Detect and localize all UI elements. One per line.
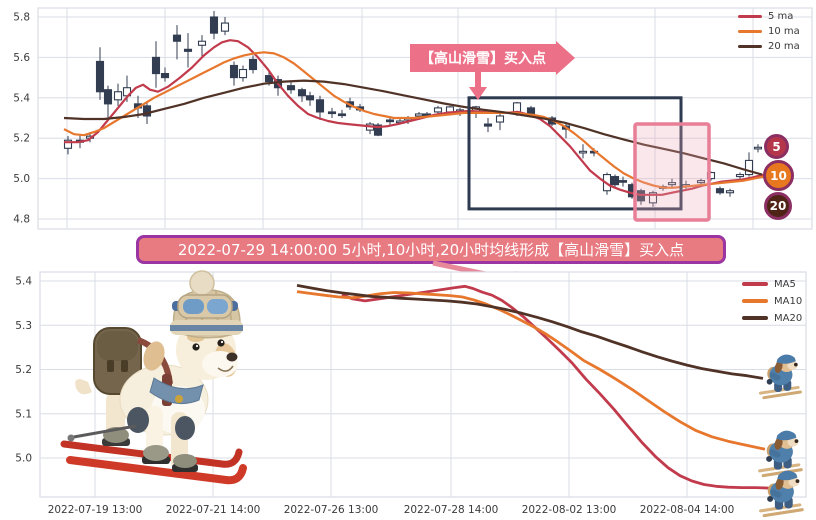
svg-text:5.6: 5.6 — [13, 52, 30, 64]
svg-text:5.3: 5.3 — [15, 320, 32, 332]
legend-item-ma20: MA20 — [742, 311, 802, 325]
svg-text:5.0: 5.0 — [15, 453, 32, 465]
ma20-line-swatch — [738, 44, 762, 48]
badge-label: 20 — [769, 199, 787, 213]
signal-banner-text: 2022-07-29 14:00:00 5小时,10小时,20小时均线形成【高山… — [177, 241, 685, 259]
legend-label: 5 ma — [768, 10, 794, 22]
badge-ma5: 5 — [764, 134, 789, 159]
svg-text:5.2: 5.2 — [13, 133, 30, 145]
svg-text:5.0: 5.0 — [13, 173, 30, 185]
legend-item-20ma: 20 ma — [738, 39, 800, 53]
legend-label: MA10 — [774, 295, 803, 307]
svg-text:4.8: 4.8 — [13, 214, 30, 226]
legend-label: MA5 — [774, 278, 796, 290]
callout-right-arrow-icon — [556, 41, 575, 75]
top-candlestick-chart: 5.8 5.6 5.4 5.2 5.0 4.8 — [13, 7, 813, 230]
svg-text:5.4: 5.4 — [15, 276, 32, 288]
legend-label: MA20 — [774, 312, 803, 324]
bottom-chart-legend: MA5 MA10 MA20 — [742, 277, 802, 325]
svg-text:2022-07-28 14:00: 2022-07-28 14:00 — [404, 504, 499, 516]
badge-ma20: 20 — [764, 192, 792, 220]
svg-text:5.2: 5.2 — [15, 364, 32, 376]
badge-label: 10 — [770, 168, 787, 183]
ma10-line-swatch — [742, 299, 768, 303]
legend-item-ma5: MA5 — [742, 277, 802, 291]
badge-label: 5 — [772, 139, 781, 154]
skier-dog-icon — [758, 353, 802, 400]
svg-text:5.4: 5.4 — [13, 92, 30, 104]
signal-banner: 2022-07-29 14:00:00 5小时,10小时,20小时均线形成【高山… — [136, 235, 726, 264]
ski-dog-figurine-image — [60, 270, 247, 485]
buy-point-callout: 【高山滑雪】买入点 — [410, 41, 575, 75]
svg-text:5.8: 5.8 — [13, 12, 30, 24]
legend-item-ma10: MA10 — [742, 294, 802, 308]
top-chart-legend: 5 ma 10 ma 20 ma — [738, 9, 800, 53]
skier-dog-icon — [759, 469, 804, 518]
ma10-line-swatch — [738, 29, 762, 33]
svg-text:2022-07-26 13:00: 2022-07-26 13:00 — [284, 504, 379, 516]
legend-item-5ma: 5 ma — [738, 9, 800, 23]
ma5-line-swatch — [742, 282, 768, 286]
svg-text:2022-08-04 14:00: 2022-08-04 14:00 — [640, 504, 735, 516]
legend-item-10ma: 10 ma — [738, 24, 800, 38]
buy-point-callout-text: 【高山滑雪】买入点 — [410, 44, 556, 72]
callout-down-arrow-icon — [469, 71, 487, 100]
badge-ma10: 10 — [763, 160, 794, 191]
ma20-line-swatch — [742, 316, 768, 320]
svg-text:2022-07-19 13:00: 2022-07-19 13:00 — [48, 504, 143, 516]
svg-text:2022-08-02 13:00: 2022-08-02 13:00 — [522, 504, 617, 516]
svg-text:2022-07-21 14:00: 2022-07-21 14:00 — [166, 504, 261, 516]
ma5-line-swatch — [738, 14, 762, 18]
legend-label: 10 ma — [768, 25, 800, 37]
legend-label: 20 ma — [768, 40, 800, 52]
svg-text:5.1: 5.1 — [15, 408, 32, 420]
